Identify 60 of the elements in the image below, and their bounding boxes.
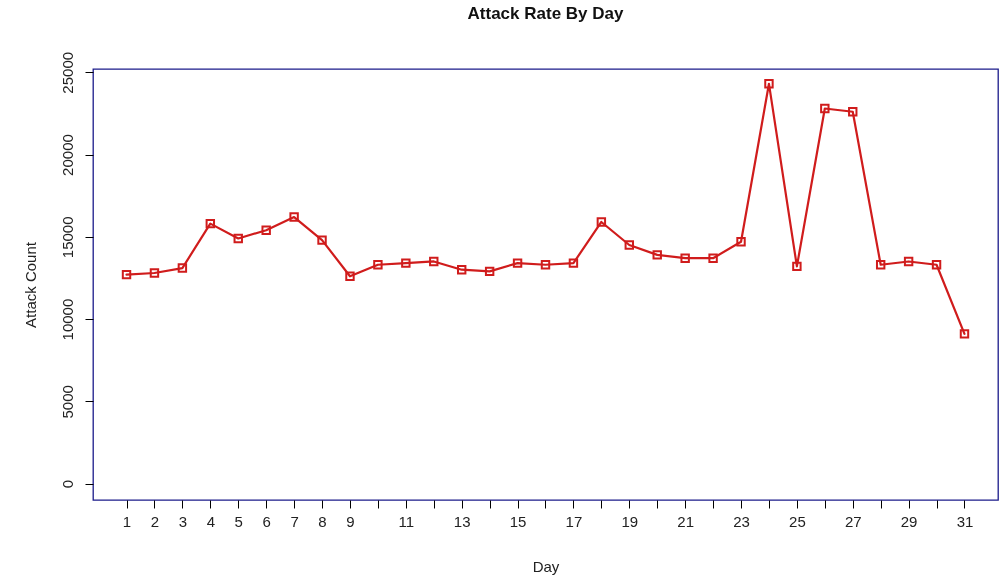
point [652, 250, 662, 260]
point [261, 225, 271, 235]
x-axis-title: Day [532, 557, 560, 575]
x-tick-label: 13 [453, 512, 471, 530]
point [931, 260, 942, 270]
point [457, 264, 467, 275]
point [345, 271, 355, 281]
point [680, 253, 690, 263]
x-tick-label: 27 [844, 512, 862, 530]
x-tick-label: 9 [346, 512, 355, 530]
x-tick-label: 6 [262, 512, 271, 530]
x-tick-label: 2 [150, 512, 160, 530]
point [568, 258, 579, 268]
point [512, 258, 523, 268]
x-tick-label: 31 [956, 512, 974, 530]
x-tick-label: 4 [206, 512, 215, 530]
x-tick-label: 25 [789, 512, 806, 530]
y-tick-label: 25000 [58, 51, 76, 94]
x-tick-label: 21 [677, 512, 694, 530]
point [177, 263, 188, 273]
point [959, 329, 970, 339]
point [373, 260, 383, 270]
point [764, 79, 774, 89]
x-tick-label: 7 [290, 512, 299, 530]
x-tick-label: 23 [733, 512, 750, 530]
point [875, 260, 886, 270]
x-tick-label: 3 [178, 512, 188, 530]
x-tick-label: 1 [122, 512, 132, 530]
y-axis-title: Attack Count [21, 241, 39, 328]
point [708, 253, 718, 263]
point [429, 256, 439, 267]
x-tick-label: 11 [398, 512, 415, 530]
y-tick-label: 15000 [58, 216, 76, 259]
y-tick-label: 10000 [58, 298, 76, 341]
y-tick-label: 5000 [58, 385, 76, 419]
point [624, 240, 634, 250]
point [792, 261, 802, 272]
point [484, 266, 495, 277]
x-tick-label: 15 [509, 512, 527, 530]
y-tick-label: 0 [58, 479, 76, 489]
point [205, 218, 216, 229]
x-tick-label: 17 [565, 512, 583, 530]
point [596, 217, 607, 227]
point [820, 103, 830, 114]
chart-title: Attack Rate By Day [467, 4, 624, 24]
point [848, 107, 858, 117]
x-tick-label: 8 [318, 512, 327, 530]
point [233, 233, 243, 244]
x-tick-label: 19 [621, 512, 639, 530]
point [149, 268, 160, 278]
point [121, 269, 132, 280]
y-tick-label: 20000 [58, 134, 76, 176]
point [903, 256, 914, 267]
point [401, 258, 411, 268]
point [317, 235, 327, 245]
x-tick-label: 5 [234, 512, 243, 530]
x-tick-label: 29 [900, 512, 918, 530]
point [289, 212, 299, 222]
point [736, 237, 746, 247]
point [540, 260, 551, 270]
